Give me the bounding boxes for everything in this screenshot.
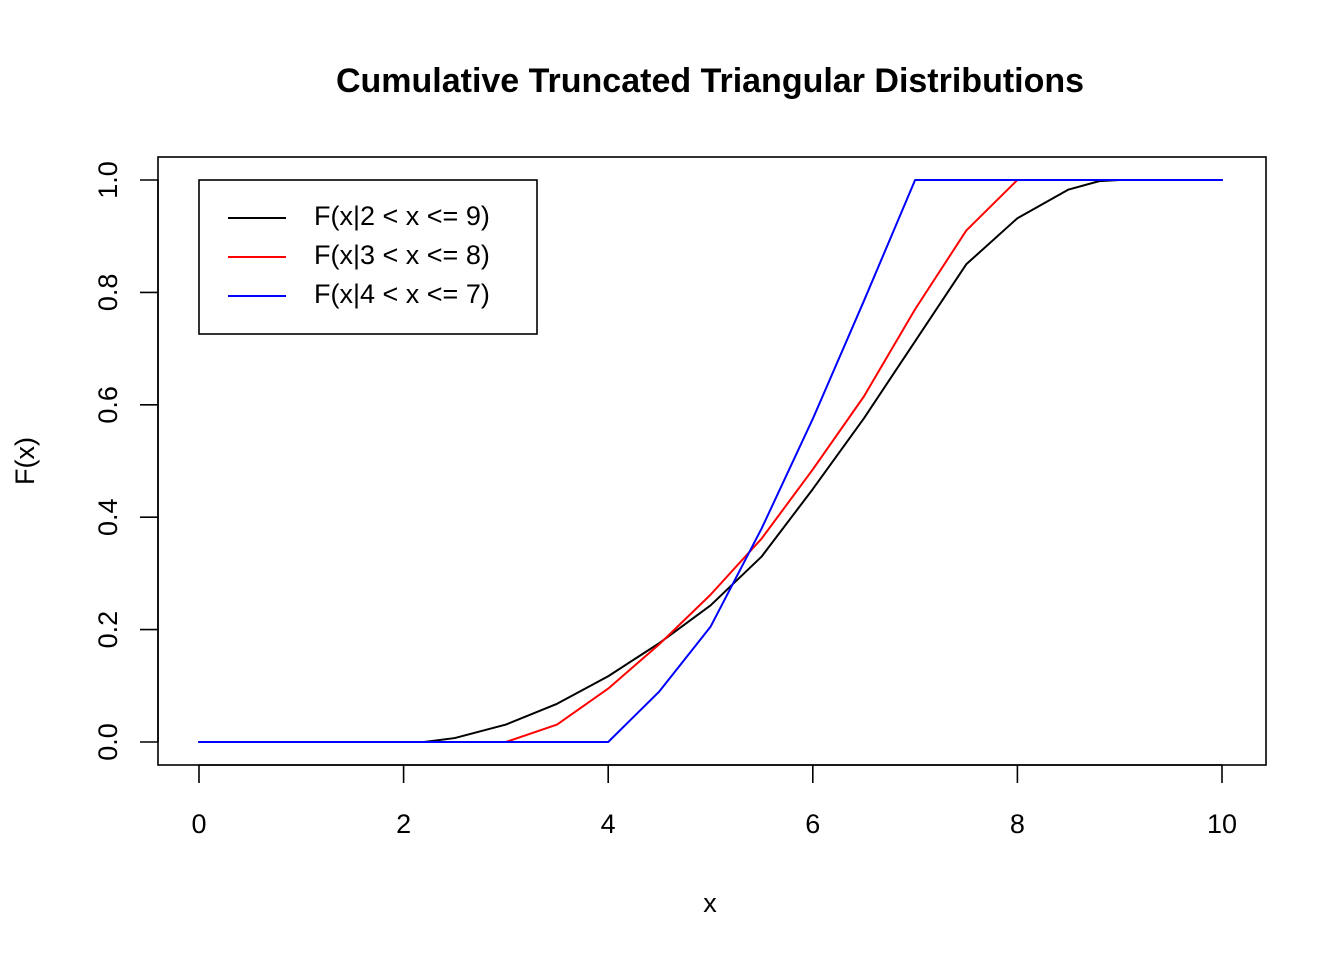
y-tick-label: 0.6	[93, 386, 123, 424]
legend-items: F(x|2 < x <= 9) F(x|3 < x <= 8) F(x|4 < x …	[228, 201, 490, 309]
x-tick-label: 6	[805, 809, 820, 839]
y-axis-label: F(x)	[10, 437, 40, 485]
series-line-1	[198, 179, 1223, 743]
y-tick-label: 0.0	[93, 723, 123, 761]
series-line-2	[198, 179, 1223, 743]
legend-label-1: F(x|2 < x <= 9)	[314, 201, 490, 231]
series-layer	[198, 179, 1223, 743]
legend: F(x|2 < x <= 9) F(x|3 < x <= 8) F(x|4 < x …	[198, 179, 538, 335]
y-tick-label: 1.0	[93, 161, 123, 199]
x-tick-label: 4	[601, 809, 616, 839]
y-tick-label: 0.8	[93, 274, 123, 312]
x-axis-label: x	[703, 888, 717, 918]
series-line-3	[198, 179, 1223, 743]
x-axis: 0 2 4 6 8 10	[191, 764, 1237, 839]
x-tick-label: 8	[1010, 809, 1025, 839]
y-tick-label: 0.4	[93, 498, 123, 536]
chart-title: Cumulative Truncated Triangular Distribu…	[336, 62, 1084, 100]
x-tick-label: 2	[396, 809, 411, 839]
x-tick-label: 0	[191, 809, 206, 839]
legend-label-3: F(x|4 < x <= 7)	[314, 279, 490, 309]
y-tick-label: 0.2	[93, 611, 123, 649]
y-axis: 0.0 0.2 0.4 0.6 0.8 1.0	[93, 161, 159, 761]
x-tick-label: 10	[1207, 809, 1237, 839]
legend-label-2: F(x|3 < x <= 8)	[314, 240, 490, 270]
